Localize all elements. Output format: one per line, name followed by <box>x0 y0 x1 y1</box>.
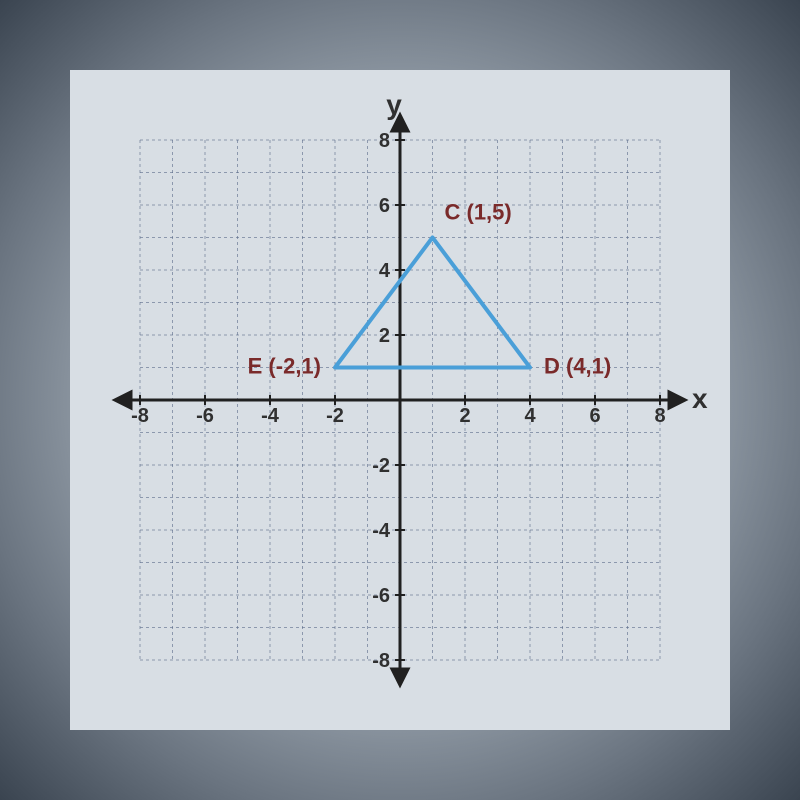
vertex-label-e: E (-2,1) <box>248 354 321 379</box>
y-tick-label: 6 <box>379 195 390 217</box>
vertex-label-c: C (1,5) <box>445 200 512 225</box>
screen-background: -8 -6 -4 -2 2 4 6 8 -8 -6 -4 -2 2 4 6 8 x y C (1,5) D (4,1)… <box>0 0 800 800</box>
x-tick-label: 6 <box>589 405 600 427</box>
coordinate-chart: -8 -6 -4 -2 2 4 6 8 -8 -6 -4 -2 2 4 6 8 x y C (1,5) D (4,1)… <box>90 90 710 710</box>
y-tick-label: -4 <box>372 520 391 542</box>
y-tick-label: -8 <box>372 650 390 672</box>
x-tick-label: -8 <box>131 405 149 427</box>
x-axis-title: x <box>692 383 708 414</box>
x-tick-label: 8 <box>654 405 665 427</box>
y-tick-label: 8 <box>379 130 390 152</box>
chart-panel: -8 -6 -4 -2 2 4 6 8 -8 -6 -4 -2 2 4 6 8 x y C (1,5) D (4,1)… <box>70 70 730 730</box>
x-tick-label: -4 <box>261 405 280 427</box>
y-tick-label: -6 <box>372 585 390 607</box>
y-tick-label: -2 <box>372 455 390 477</box>
x-tick-label: 4 <box>524 405 536 427</box>
y-tick-label: 2 <box>379 325 390 347</box>
y-tick-label: 4 <box>379 260 391 282</box>
vertex-label-d: D (4,1) <box>544 354 611 379</box>
x-tick-label: -6 <box>196 405 214 427</box>
x-tick-label: 2 <box>459 405 470 427</box>
y-axis-title: y <box>386 90 402 120</box>
x-tick-label: -2 <box>326 405 344 427</box>
